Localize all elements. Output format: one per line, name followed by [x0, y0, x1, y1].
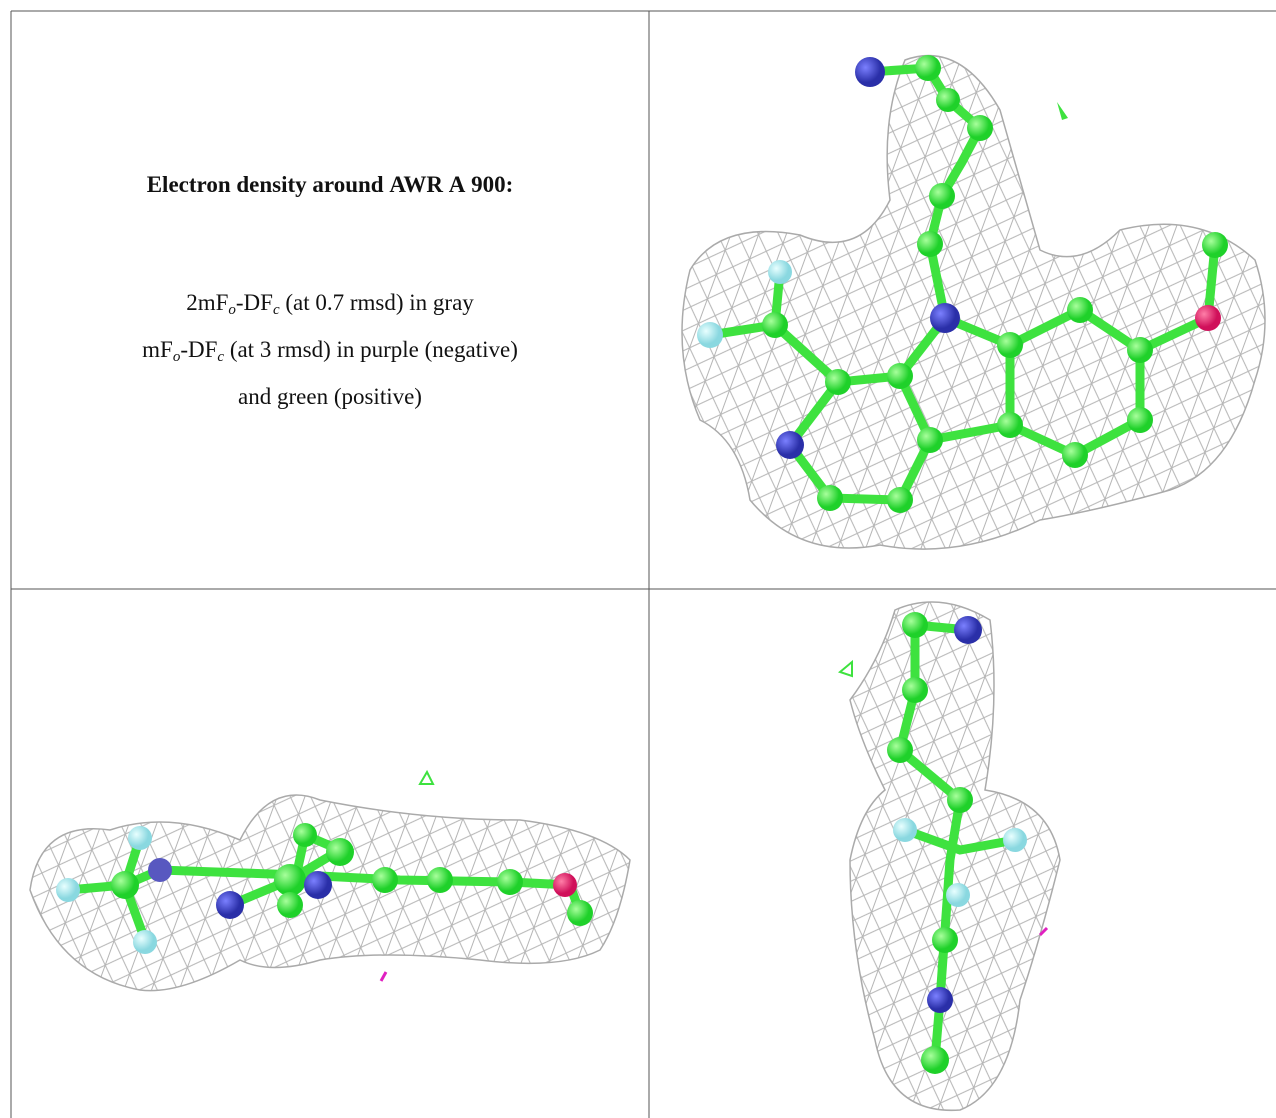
- text: (at 0.7 rmsd) in gray: [279, 290, 474, 315]
- text: (at 3 rmsd) in purple (negative): [224, 337, 518, 362]
- subscript: c: [272, 302, 280, 318]
- legend: 2mFo-DFc (at 0.7 rmsd) in gray mFo-DFc (…: [11, 283, 649, 417]
- density-view-1: [681, 54, 1266, 550]
- text: mF: [142, 337, 173, 362]
- legend-line: 2mFo-DFc (at 0.7 rmsd) in gray: [11, 283, 649, 330]
- legend-line: mFo-DFc (at 3 rmsd) in purple (negative): [11, 330, 649, 377]
- legend-line: and green (positive): [11, 377, 649, 417]
- text: 2mF: [186, 290, 229, 315]
- density-view-3: [837, 601, 1061, 1112]
- subscript: c: [217, 349, 225, 365]
- grid-frame: [10, 10, 1276, 1118]
- subscript: o: [172, 349, 181, 365]
- title: Electron density around AWR A 900:: [146, 172, 514, 197]
- text: -DF: [235, 290, 273, 315]
- text: -DF: [180, 337, 218, 362]
- subscript: o: [228, 302, 236, 318]
- density-view-2: [29, 769, 631, 992]
- text: and green (positive): [238, 384, 422, 409]
